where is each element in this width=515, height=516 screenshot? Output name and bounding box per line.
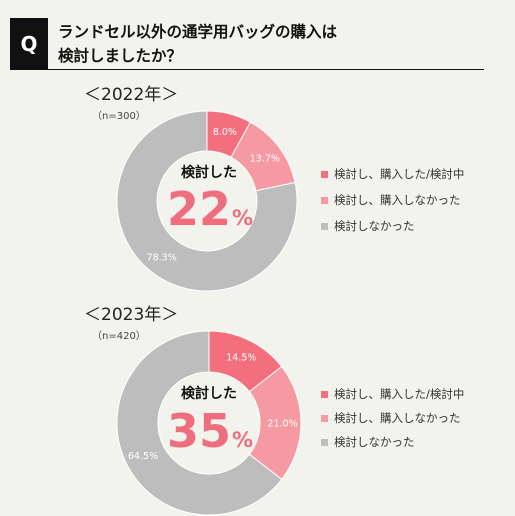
data-label: 13.7% [250,154,280,165]
chart-title: ＜2023年＞ [84,305,179,325]
donut-chart-2022: 8.0% 13.7% 78.3% [116,110,298,292]
question-title: ランドセル以外の通学用バッグの購入は 検討しましたか？ [58,23,338,65]
chart-panel-2023: ＜2023年＞ （n=420） 14.5% 21.0% 64.5% 検討した 35%… [0,300,515,516]
donut-chart-2023: 14.5% 21.0% 64.5% [116,330,302,516]
legend-item: 検討し、購入しなかった [321,410,501,426]
legend-swatch [321,170,328,178]
donut-slice [116,110,298,292]
data-label: 8.0% [213,127,237,138]
legend-item: 検討しなかった [321,434,501,450]
legend-label: 検討し、購入しなかった [334,411,461,425]
chart-sample-size: （n=420） [92,331,146,342]
center-value-number: 35 [166,404,231,458]
donut-slice [116,330,283,516]
legend-swatch [321,438,328,446]
legend-item: 検討しなかった [321,218,501,234]
chart-panel-2022: ＜2022年＞ （n=300） 8.0% 13.7% 78.3% 検討した 22% … [0,80,515,295]
legend-swatch [321,414,328,422]
center-value-number: 22 [166,182,231,236]
question-header: Q ランドセル以外の通学用バッグの購入は 検討しましたか？ [10,18,484,70]
center-value: 35% [160,408,260,454]
chart-title: ＜2022年＞ [84,85,179,105]
chart-sample-size: （n=300） [92,111,146,122]
legend-label: 検討し、購入しなかった [334,193,461,207]
legend-item: 検討し、購入した/検討中 [321,166,501,182]
legend-label: 検討しなかった [334,219,415,233]
center-label: 検討した [181,386,237,402]
data-label: 21.0% [267,419,297,430]
legend-item: 検討し、購入しなかった [321,192,501,208]
legend-swatch [321,222,328,230]
center-value-unit: % [231,428,254,452]
legend-swatch [321,196,328,204]
center-label: 検討した [181,165,237,181]
legend-label: 検討しなかった [334,435,415,449]
legend-label: 検討し、購入した/検討中 [334,167,465,181]
center-value-unit: % [231,206,254,230]
data-label: 64.5% [128,451,158,462]
center-value: 22% [160,186,260,232]
data-label: 14.5% [226,352,256,363]
legend-item: 検討し、購入した/検討中 [321,386,501,402]
question-badge: Q [10,18,48,70]
header-divider [10,69,484,70]
legend-swatch [321,390,328,398]
data-label: 78.3% [147,252,177,263]
legend-label: 検討し、購入した/検討中 [334,387,465,401]
